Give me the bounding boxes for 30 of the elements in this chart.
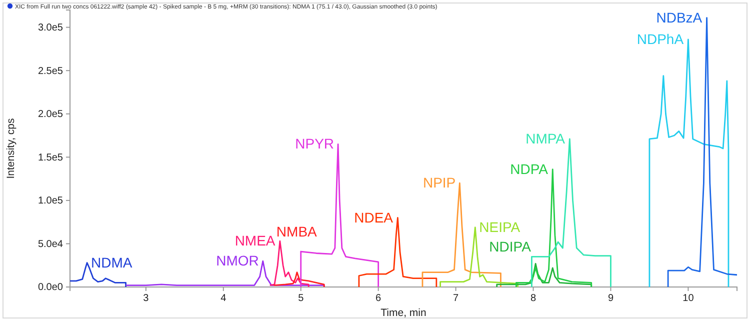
x-tick-label: 10 [682, 293, 694, 304]
x-tick-label: 3 [143, 293, 150, 304]
series-label: NMEA [234, 232, 276, 249]
series-label: NMPA [526, 130, 566, 146]
x-axis-title: Time, min [380, 307, 427, 319]
y-axis-title: Intensity, cps [5, 118, 17, 179]
series-label: NDEA [354, 209, 394, 226]
text: NMBA [276, 223, 318, 240]
x-tick-label: 4 [220, 293, 227, 304]
series-label: NEIPA [479, 218, 521, 235]
series-label: NDPA [510, 160, 549, 177]
y-tick-label: 3.0e5 [38, 22, 64, 34]
series-label: NMOR [216, 252, 259, 269]
x-tick-label: 8 [530, 293, 536, 304]
series-label: NDBzA [656, 9, 703, 26]
y-tick-label: 0.0e0 [38, 282, 64, 294]
series-label: NDPhA [636, 30, 684, 47]
series-label: NDMA [91, 254, 133, 270]
x-tick-label: 7 [453, 293, 460, 304]
y-tick-label: 2.5e5 [38, 66, 64, 77]
x-tick-label: 9 [608, 293, 614, 304]
y-tick-label: 2.0e5 [38, 109, 64, 120]
y-tick-label: 1.0e5 [38, 196, 64, 207]
x-tick-label: 6 [376, 293, 382, 304]
series-label: NPYR [295, 136, 334, 152]
x-tick-label: 5 [298, 293, 304, 304]
series-label: NPIP [422, 174, 456, 191]
series-label: NDIPA [489, 238, 532, 255]
y-tick-label: 1.5e5 [38, 152, 64, 164]
y-tick-label: 5.0e4 [38, 238, 64, 250]
